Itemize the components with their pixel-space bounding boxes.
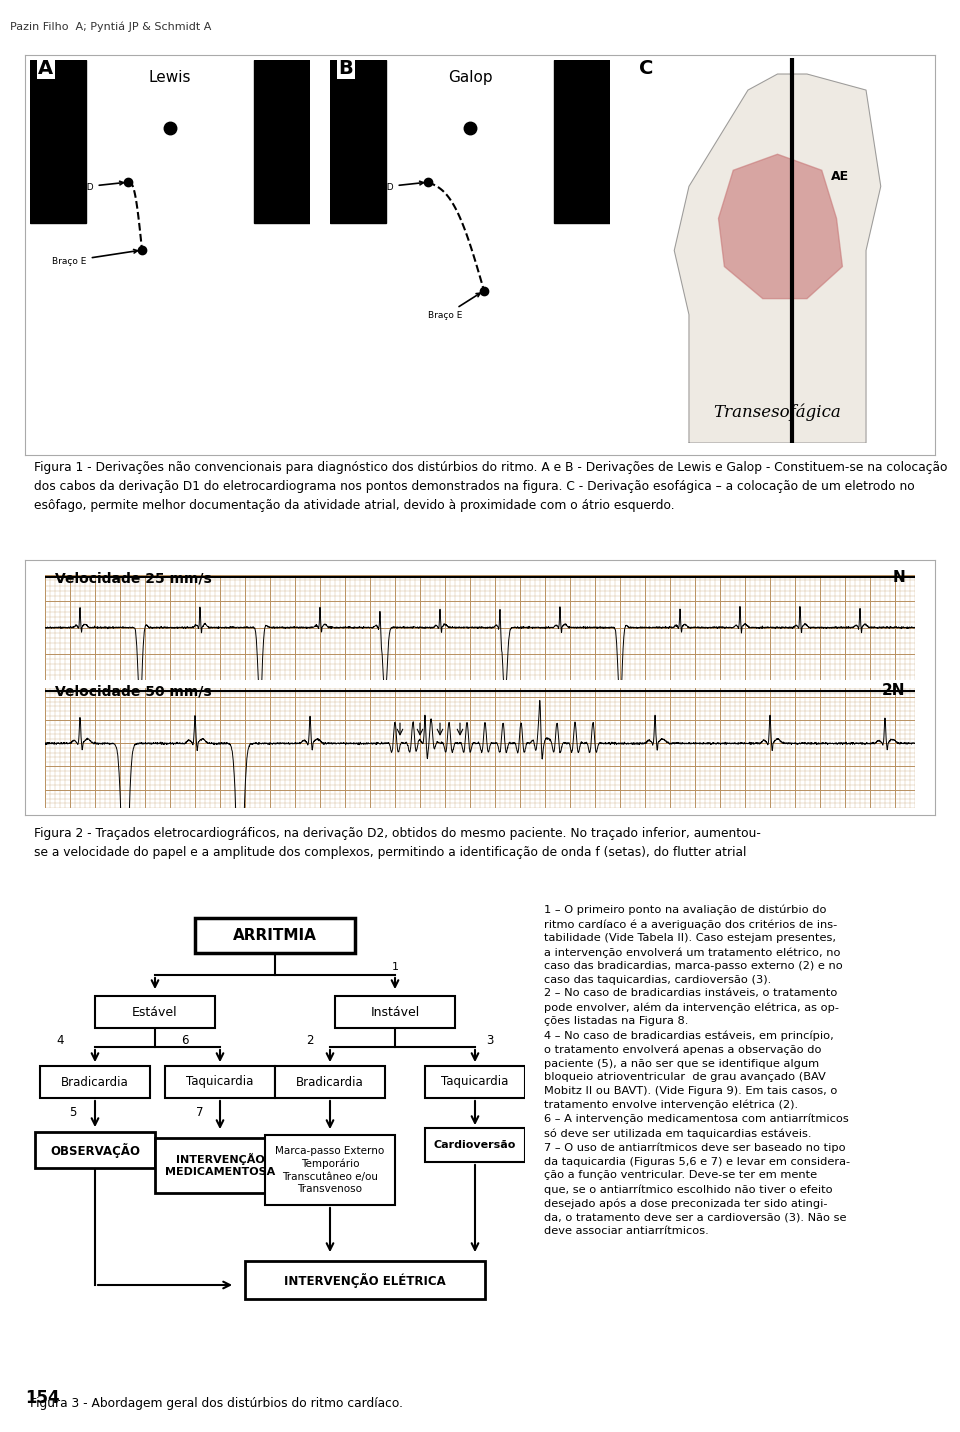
Text: 4: 4 <box>57 1034 63 1047</box>
Text: 2: 2 <box>306 1034 314 1047</box>
Polygon shape <box>44 46 296 440</box>
Text: INTERVENÇÃO ELÉTRICA: INTERVENÇÃO ELÉTRICA <box>284 1273 445 1287</box>
Text: 1 – O primeiro ponto na avaliação de distúrbio do
ritmo cardíaco é a averiguação: 1 – O primeiro ponto na avaliação de dis… <box>544 905 851 1236</box>
Text: Velocidade 25 mm/s: Velocidade 25 mm/s <box>55 571 212 586</box>
Text: 3: 3 <box>487 1034 493 1047</box>
Text: 6: 6 <box>181 1034 189 1047</box>
Bar <box>275 1065 385 1098</box>
Polygon shape <box>344 46 596 440</box>
Bar <box>245 1262 485 1299</box>
Text: Transesofágica: Transesofágica <box>713 404 841 421</box>
Bar <box>425 1128 525 1161</box>
Polygon shape <box>30 60 86 223</box>
Text: Pazin Filho  A; Pyntiá JP & Schmidt A: Pazin Filho A; Pyntiá JP & Schmidt A <box>10 21 211 33</box>
Text: Velocidade 50 mm/s: Velocidade 50 mm/s <box>55 684 211 699</box>
Text: Estável: Estável <box>132 1005 178 1018</box>
Bar <box>35 1133 155 1169</box>
Text: OBSERVAÇÃO: OBSERVAÇÃO <box>50 1143 140 1157</box>
Text: Lewis: Lewis <box>149 70 191 84</box>
Text: B: B <box>338 59 353 77</box>
Polygon shape <box>718 155 843 299</box>
Bar <box>265 1136 395 1204</box>
Polygon shape <box>554 60 610 223</box>
Text: Marca-passo Externo
Temporário
Transcutâneo e/ou
Transvenoso: Marca-passo Externo Temporário Transcutâ… <box>276 1146 385 1194</box>
Text: Taquicardia: Taquicardia <box>442 1075 509 1088</box>
Text: Braço E: Braço E <box>53 249 137 265</box>
Text: A: A <box>38 59 54 77</box>
Text: Figura 2 - Traçados eletrocardiográficos, na derivação D2, obtidos do mesmo paci: Figura 2 - Traçados eletrocardiográficos… <box>35 826 761 859</box>
Bar <box>95 997 215 1028</box>
Polygon shape <box>330 60 386 223</box>
Text: Bradicardia: Bradicardia <box>61 1075 129 1088</box>
Text: Braço E: Braço E <box>428 294 480 319</box>
Polygon shape <box>674 74 880 442</box>
Text: Taquicardia: Taquicardia <box>186 1075 253 1088</box>
Text: Figura 1 - Derivações não convencionais para diagnóstico dos distúrbios do ritmo: Figura 1 - Derivações não convencionais … <box>35 461 948 511</box>
Text: Bradicardia: Bradicardia <box>296 1075 364 1088</box>
Bar <box>195 918 355 952</box>
Text: Instável: Instável <box>371 1005 420 1018</box>
Text: Figura 3 - Abordagem geral dos distúrbios do ritmo cardíaco.: Figura 3 - Abordagem geral dos distúrbio… <box>30 1396 403 1409</box>
Bar <box>335 997 455 1028</box>
Bar <box>165 1065 275 1098</box>
Text: C: C <box>638 59 653 77</box>
Bar <box>155 1137 285 1193</box>
Polygon shape <box>254 60 310 223</box>
Text: N: N <box>892 570 905 586</box>
Text: 2N: 2N <box>881 683 905 699</box>
Text: 7: 7 <box>196 1107 204 1120</box>
Text: 1: 1 <box>392 962 398 972</box>
Text: AE: AE <box>830 170 849 183</box>
Text: Cardioversão: Cardioversão <box>434 1140 516 1150</box>
Text: Braço D: Braço D <box>358 182 423 192</box>
Bar <box>40 1065 150 1098</box>
Text: ARRITMIA: ARRITMIA <box>233 928 317 942</box>
Text: 5: 5 <box>69 1106 77 1118</box>
Text: Galop: Galop <box>447 70 492 84</box>
Text: 154: 154 <box>25 1389 60 1408</box>
Text: Braço D: Braço D <box>58 182 124 192</box>
Bar <box>425 1065 525 1098</box>
Text: INTERVENÇÃO
MEDICAMENTOSA: INTERVENÇÃO MEDICAMENTOSA <box>165 1153 276 1177</box>
